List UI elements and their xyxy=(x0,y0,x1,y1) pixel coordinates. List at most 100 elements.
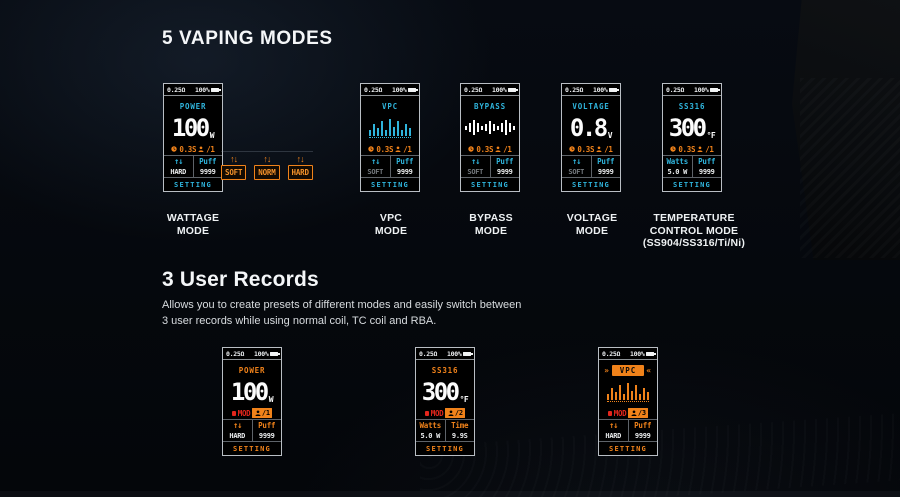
background-device-photo xyxy=(792,0,900,260)
resistance-value: 0.25Ω xyxy=(419,349,438,358)
info-cells: SOFT Puff 9999 xyxy=(361,155,419,178)
setting-label: SETTING xyxy=(371,180,409,189)
battery-percent: 100% xyxy=(694,85,709,94)
mod-label: MOD xyxy=(613,408,627,418)
strength-value: HARD xyxy=(605,431,622,440)
mode-name: VPC xyxy=(382,101,398,111)
bypass-waveform xyxy=(461,112,519,143)
battery-percent: 100% xyxy=(593,85,608,94)
mod-record-row: MOD /3 xyxy=(599,407,657,419)
caption-bypass-mode: BYPASS MODE xyxy=(469,212,513,237)
user-count: /1 xyxy=(206,144,215,154)
watts-cell: Watts 5.0 W xyxy=(663,156,692,177)
person-icon xyxy=(448,410,454,416)
setting-label: SETTING xyxy=(233,444,271,453)
puff-value: 9999 xyxy=(396,167,413,176)
watts-value: 5.0 W xyxy=(420,431,441,440)
mod-record-row: MOD /2 xyxy=(416,407,474,419)
record-screen-power: 0.25Ω 100% POWER 100 W MOD /1 HARD xyxy=(222,347,282,456)
puff-label: Puff xyxy=(698,157,716,167)
screen-status-bar: 0.25Ω 100% xyxy=(663,84,721,96)
watts-label: Watts xyxy=(666,157,689,167)
user-record-badge: /3 xyxy=(628,408,649,418)
description-line-1: Allows you to create presets of differen… xyxy=(162,299,522,311)
info-cells: HARD Puff 9999 xyxy=(599,419,657,442)
puff-time: 0.3S xyxy=(577,144,595,154)
mode-name: SS316 xyxy=(431,365,459,375)
user-record-badge: /2 xyxy=(445,408,466,418)
setting-label: SETTING xyxy=(174,180,212,189)
watts-cell: Watts 5.0 W xyxy=(416,420,445,441)
updown-arrows-icon xyxy=(263,155,270,164)
resistance-value: 0.25Ω xyxy=(464,85,483,94)
puff-strength-cell: SOFT xyxy=(461,156,490,177)
user-records-description: Allows you to create presets of differen… xyxy=(162,297,521,329)
puff-strength-cell: HARD xyxy=(223,420,252,441)
resistance-value: 0.25Ω xyxy=(226,349,245,358)
vpc-curve xyxy=(361,112,419,143)
setting-label: SETTING xyxy=(471,180,509,189)
hard-chip: HARD xyxy=(287,165,313,180)
battery-icon xyxy=(508,87,518,92)
watts-label: Watts xyxy=(419,421,442,431)
screen-status-bar: 0.25Ω 100% xyxy=(461,84,519,96)
info-cells: Watts 5.0 W Puff 9999 xyxy=(663,155,721,178)
vpc-bars-chart xyxy=(369,118,411,138)
mode-name: POWER xyxy=(179,101,207,111)
setting-label: SETTING xyxy=(673,180,711,189)
puff-count-cell: Puff 9999 xyxy=(389,156,420,177)
resistance-value: 0.25Ω xyxy=(167,85,186,94)
battery-percent: 100% xyxy=(447,349,462,358)
clock-icon xyxy=(171,146,178,152)
mode-name: POWER xyxy=(238,365,266,375)
puff-label: Puff xyxy=(634,421,652,431)
puff-strength-cell: HARD xyxy=(164,156,193,177)
puff-time: 0.3S xyxy=(476,144,494,154)
section-title-user-records: 3 User Records xyxy=(162,268,319,291)
screen-status-bar: 0.25Ω 100% xyxy=(223,348,281,360)
screen-status-bar: 0.25Ω 100% xyxy=(361,84,419,96)
battery-icon xyxy=(463,351,473,356)
resistance-value: 0.25Ω xyxy=(364,85,383,94)
screen-status-bar: 0.25Ω 100% xyxy=(599,348,657,360)
puff-count-cell: Puff 9999 xyxy=(627,420,658,441)
person-icon xyxy=(631,410,637,416)
device-screen-wattage: 0.25Ω 100% POWER 100 W 0.3S /1 HARD Puff… xyxy=(163,83,223,192)
value-number: 300 xyxy=(668,113,707,142)
battery-percent: 100% xyxy=(392,85,407,94)
puff-value: 9999 xyxy=(496,167,513,176)
setting-label: SETTING xyxy=(609,444,647,453)
value-number: 300 xyxy=(421,377,460,406)
user-count: /1 xyxy=(604,144,613,154)
updown-arrows-icon xyxy=(371,158,379,167)
person-icon xyxy=(596,146,602,152)
waveform-icon xyxy=(465,119,515,137)
puff-label: Puff xyxy=(258,421,276,431)
battery-percent: 100% xyxy=(254,349,269,358)
mode-name: VOLTAGE xyxy=(572,101,610,111)
value-unit: °F xyxy=(459,395,469,404)
record-dot-icon xyxy=(424,410,429,416)
person-icon xyxy=(697,146,703,152)
info-cells: HARD Puff 9999 xyxy=(164,155,222,178)
puff-label: Puff xyxy=(396,157,414,167)
value-unit: °F xyxy=(706,131,716,140)
time-value: 9.9S xyxy=(451,431,468,440)
puff-timer-row: 0.3S /1 xyxy=(164,143,222,155)
soft-chip: SOFT xyxy=(221,165,247,180)
mod-record-row: MOD /1 xyxy=(223,407,281,419)
puff-time: 0.3S xyxy=(376,144,394,154)
puff-strength-cell: SOFT xyxy=(361,156,390,177)
puff-count-cell: Puff 9999 xyxy=(192,156,223,177)
resistance-value: 0.25Ω xyxy=(666,85,685,94)
person-icon xyxy=(395,146,401,152)
voltage-value: 0.8 V xyxy=(562,112,620,143)
puff-strength-options: SOFT NORM HARD xyxy=(221,151,313,180)
puff-value: 9999 xyxy=(199,167,216,176)
user-count: /1 xyxy=(503,144,512,154)
strength-value: HARD xyxy=(229,431,246,440)
value-number: 0.8 xyxy=(569,113,608,142)
screen-status-bar: 0.25Ω 100% xyxy=(164,84,222,96)
puff-label: Puff xyxy=(496,157,514,167)
